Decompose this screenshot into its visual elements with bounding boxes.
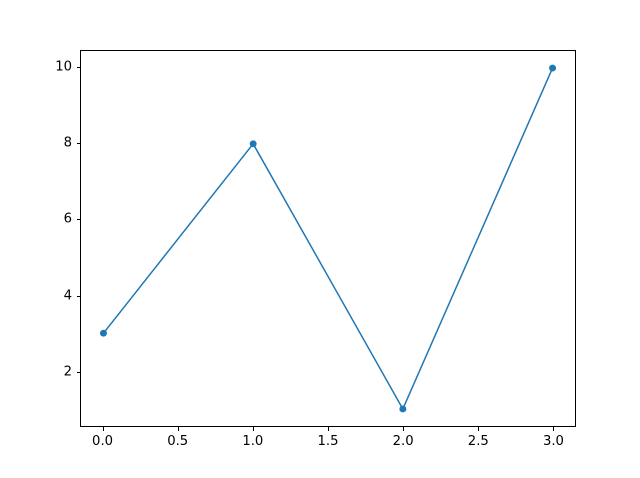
x-tick-label: 1.5 (317, 434, 339, 449)
x-tick-mark (403, 427, 405, 431)
y-tick-mark (76, 67, 80, 69)
x-tick-mark (102, 427, 104, 431)
x-tick-mark (328, 427, 329, 431)
x-tick-label: 3.0 (542, 434, 564, 449)
y-tick-mark (76, 295, 80, 297)
data-point-marker (399, 405, 407, 413)
x-tick-mark (553, 427, 555, 431)
y-tick-label: 10 (55, 59, 72, 75)
x-tick-label: 0.0 (92, 434, 114, 449)
y-tick-label: 8 (63, 135, 72, 151)
y-tick-label: 2 (63, 364, 72, 380)
line-series-layer (99, 64, 557, 413)
series-markers (99, 64, 557, 413)
x-tick-mark (252, 427, 254, 431)
series-line (102, 67, 554, 410)
plot-axes (80, 50, 576, 427)
y-tick-mark (76, 143, 80, 145)
data-point-marker (549, 64, 557, 72)
y-tick-mark (76, 371, 80, 373)
x-tick-mark (177, 427, 179, 431)
x-tick-label: 2.0 (392, 434, 414, 449)
data-point-marker (99, 329, 107, 337)
x-tick-mark (478, 427, 480, 431)
x-tick-label: 0.5 (167, 434, 189, 449)
y-tick-mark (76, 219, 80, 221)
data-point-marker (249, 140, 257, 148)
y-tick-label: 6 (63, 211, 72, 227)
x-tick-label: 1.0 (242, 434, 264, 449)
x-tick-label: 2.5 (467, 434, 489, 449)
y-tick-label: 4 (63, 288, 72, 304)
